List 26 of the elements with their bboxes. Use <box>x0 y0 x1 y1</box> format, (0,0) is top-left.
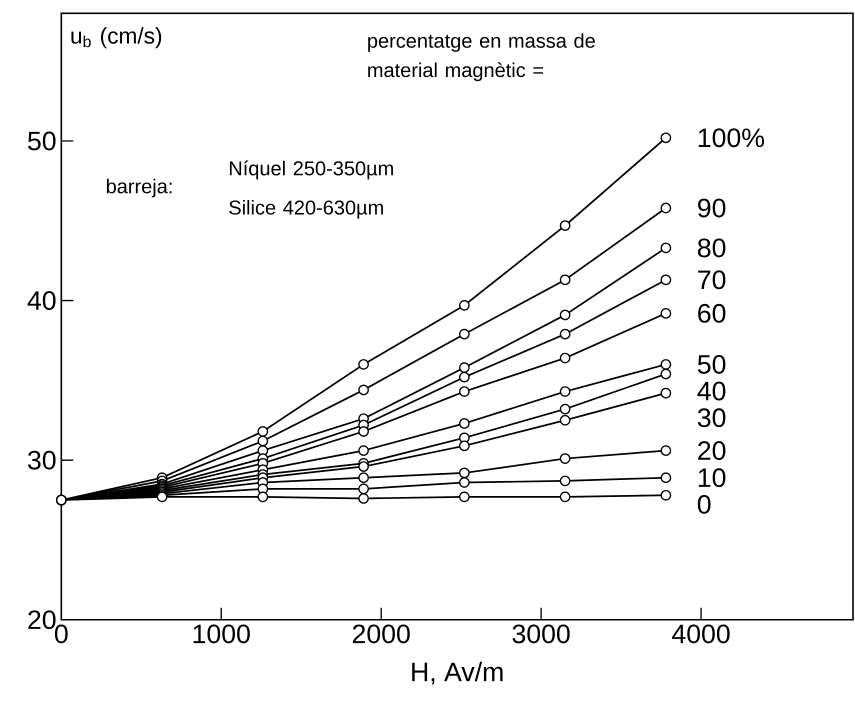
series-label: 20 <box>698 441 726 460</box>
y-tick-label: 20 <box>28 610 56 630</box>
x-axis-title: H, Av/m <box>412 662 503 684</box>
x-tick-label: 3000 <box>512 624 570 644</box>
y-tick-label: 50 <box>28 132 56 150</box>
series-label: 0 <box>698 494 711 514</box>
x-tick-label: 1000 <box>194 624 250 644</box>
series-label: 50 <box>698 354 726 374</box>
series-label: 10 <box>698 468 726 488</box>
series-label: 90 <box>698 198 726 218</box>
series-label: 60 <box>698 304 726 323</box>
y-tick-label: 30 <box>28 450 56 470</box>
x-tick-label: 2000 <box>352 624 410 644</box>
series-label: 70 <box>698 270 726 290</box>
x-tick-label: 0 <box>54 624 68 644</box>
series-label: 100% <box>698 128 764 148</box>
annotation: Níquel 250-350µm <box>230 160 393 180</box>
x-tick-label: 4000 <box>672 624 730 644</box>
series-label: 40 <box>697 382 726 400</box>
series-label: 80 <box>698 238 726 258</box>
annotation: percentatge en massa de material magnètic = <box>368 33 595 82</box>
series-label: 30 <box>698 408 726 428</box>
y-axis-title: u$_{b}$ (cm/s) <box>71 27 162 48</box>
annotation: barreja: <box>106 178 172 198</box>
y-tick-label: 40 <box>28 291 56 310</box>
annotation: Silice 420-630µm <box>229 200 383 219</box>
